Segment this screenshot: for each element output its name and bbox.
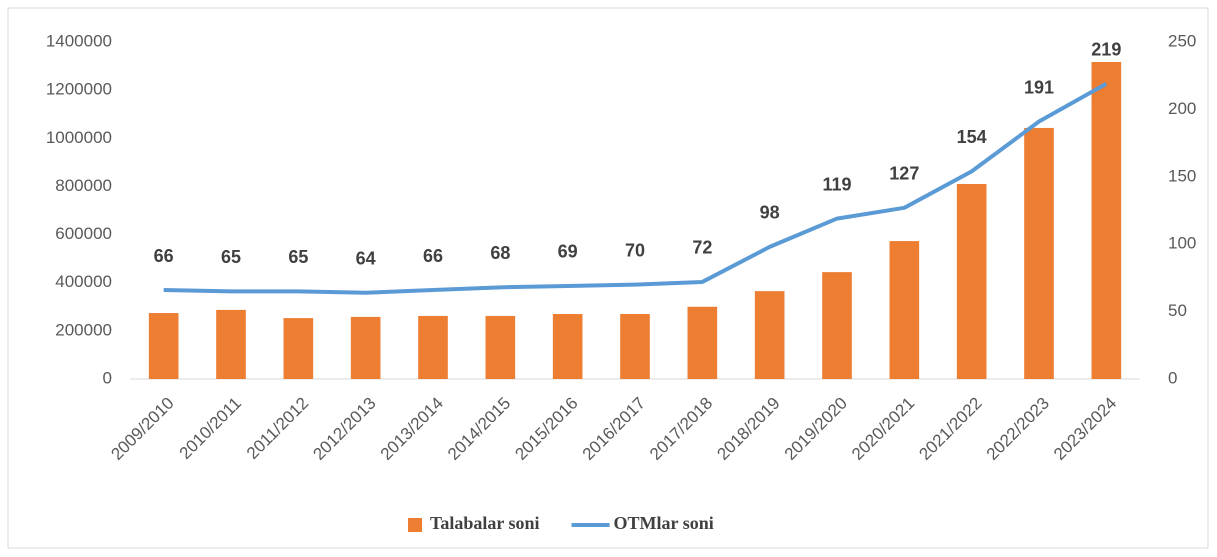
data-label: 66	[423, 246, 443, 266]
line	[163, 82, 1108, 295]
y-tick-label: 800000	[55, 176, 112, 195]
data-label: 154	[957, 127, 987, 147]
bar	[283, 318, 314, 379]
legend-label: OTMlar soni	[614, 513, 714, 533]
bar	[216, 309, 246, 379]
legend-swatch	[408, 518, 422, 532]
y2-tick-label: 200	[1168, 99, 1196, 118]
y-tick-label: 200000	[55, 320, 112, 339]
data-label: 98	[760, 203, 780, 223]
y-tick-label: 0	[103, 368, 112, 387]
data-label: 219	[1091, 40, 1121, 60]
bar	[552, 314, 583, 379]
bar	[889, 241, 920, 379]
chart-frame	[7, 7, 1209, 549]
bar	[822, 272, 852, 379]
bar	[687, 306, 718, 379]
bar	[485, 315, 516, 379]
bar	[148, 313, 179, 379]
bar	[754, 291, 785, 379]
bar	[350, 316, 381, 379]
data-label: 72	[692, 238, 712, 258]
data-label: 191	[1024, 77, 1054, 97]
data-label: 65	[288, 247, 308, 267]
bar	[418, 315, 448, 379]
y2-tick-label: 100	[1168, 234, 1196, 253]
y2-tick-label: 250	[1168, 31, 1196, 50]
data-label: 69	[558, 242, 578, 262]
bar	[620, 314, 650, 379]
data-label: 68	[490, 243, 510, 263]
data-label: 119	[822, 174, 851, 194]
y-tick-label: 600000	[55, 224, 112, 243]
y-tick-label: 1400000	[46, 31, 112, 50]
legend-label: Talabalar soni	[430, 513, 540, 533]
data-label: 70	[625, 240, 645, 260]
y-tick-label: 1200000	[46, 80, 112, 99]
bar	[956, 184, 987, 379]
y-tick-label: 400000	[55, 272, 112, 291]
y2-tick-label: 50	[1168, 301, 1187, 320]
bar	[1091, 61, 1122, 380]
data-label: 65	[221, 247, 241, 267]
y2-tick-label: 150	[1168, 166, 1196, 185]
y-tick-label: 1000000	[46, 128, 112, 147]
bar	[1024, 127, 1054, 379]
y2-tick-label: 0	[1168, 368, 1177, 387]
data-label: 127	[889, 164, 919, 184]
data-label: 66	[154, 246, 174, 266]
data-label: 64	[356, 248, 376, 268]
